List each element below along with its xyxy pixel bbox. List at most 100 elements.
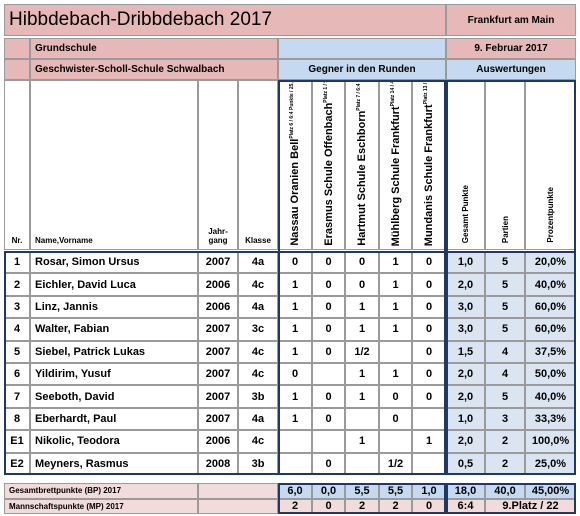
year: 2006 — [198, 295, 238, 319]
result: 0 — [412, 273, 446, 296]
col-opponent: Hartmut Schule EschbornPlatz 7 / 6:4 Pun… — [345, 80, 379, 250]
placement: 9.Platz / 22 — [485, 498, 576, 514]
result: 0 — [345, 273, 379, 296]
name: Walter, Fabian — [30, 318, 198, 341]
bp: 0,0 — [312, 483, 345, 499]
class: 4a — [238, 251, 278, 274]
title: Hibbdebach-Dribbdebach 2017 — [4, 4, 446, 36]
col-class: Klasse — [238, 80, 278, 250]
result: 0 — [312, 385, 345, 408]
class: 4c — [238, 273, 278, 296]
name: Yildirim, Yusuf — [30, 363, 198, 386]
name: Eichler, David Luca — [30, 273, 198, 296]
nr: 2 — [4, 273, 30, 296]
result: 1/2 — [379, 452, 412, 475]
opponent-name: Mühlberg Schule Frankfurt — [389, 106, 402, 246]
result: 1 — [379, 318, 412, 341]
result: 1 — [278, 407, 312, 431]
bp-percent: 45,00% — [525, 483, 576, 499]
games: 4 — [485, 340, 525, 363]
col-label: Gesamt Punkte — [461, 184, 470, 243]
footer-label: Gesamtbrettpunkte (BP) 2017 — [4, 483, 198, 499]
result — [312, 430, 345, 453]
opponent-header: Erasmus Schule OffenbachPlatz 1 / 9:1 Pu… — [323, 81, 335, 246]
result — [278, 452, 312, 475]
blank — [198, 483, 278, 499]
class: 4a — [238, 295, 278, 319]
result: 1 — [278, 273, 312, 296]
bp: 1,0 — [412, 483, 446, 499]
percent: 33,3% — [525, 407, 576, 431]
percent: 100,0% — [525, 430, 576, 453]
year: 2007 — [198, 318, 238, 341]
date: 9. Februar 2017 — [446, 38, 576, 59]
result: 1 — [278, 385, 312, 408]
school: Geschwister-Scholl-Schule Schwalbach — [30, 59, 278, 80]
year: 2007 — [198, 363, 238, 386]
mp: 2 — [379, 498, 412, 514]
footer-label: Mannschaftspunkte (MP) 2017 — [4, 498, 198, 514]
result: 0 — [312, 273, 345, 296]
result: 1 — [278, 318, 312, 341]
blank — [4, 59, 30, 80]
result: 1 — [345, 363, 379, 386]
name: Linz, Jannis — [30, 295, 198, 319]
percent: 25,0% — [525, 452, 576, 475]
result: 0 — [278, 363, 312, 386]
nr: 1 — [4, 251, 30, 274]
result — [412, 452, 446, 475]
year: 2006 — [198, 430, 238, 453]
col-label: Partien — [500, 215, 510, 243]
games: 5 — [485, 318, 525, 341]
percent: 20,0% — [525, 251, 576, 274]
class: 3c — [238, 318, 278, 341]
result: 0 — [379, 407, 412, 431]
col-opponent: Nassau Oranien Bell Platz 6 / 6:4 Punkte … — [278, 80, 312, 250]
class: 4c — [238, 430, 278, 453]
opponent-name: Mundanis Schule Frankfurt — [423, 104, 435, 246]
mp-total: 6:4 — [446, 498, 485, 514]
col-percent: Prozentpunkte — [525, 80, 576, 250]
bp: 5,5 — [345, 483, 379, 499]
nr: E1 — [4, 430, 30, 453]
games: 5 — [485, 385, 525, 408]
result: 1/2 — [345, 340, 379, 363]
class: 3b — [238, 452, 278, 475]
nr: 6 — [4, 363, 30, 386]
games: 2 — [485, 430, 525, 453]
total: 3,0 — [446, 318, 485, 341]
percent: 37,5% — [525, 340, 576, 363]
blank — [278, 38, 446, 59]
result: 0 — [312, 295, 345, 319]
result: 1 — [412, 430, 446, 453]
percent: 60,0% — [525, 295, 576, 319]
total: 2,0 — [446, 273, 485, 296]
year: 2007 — [198, 340, 238, 363]
result: 0 — [312, 452, 345, 475]
result: 0 — [412, 340, 446, 363]
result: 1 — [379, 363, 412, 386]
opponents-label: Gegner in den Runden — [278, 59, 446, 80]
bp-games: 40,0 — [485, 483, 525, 499]
result: 0 — [312, 340, 345, 363]
result: 1 — [345, 430, 379, 453]
year: 2007 — [198, 385, 238, 408]
result: 1 — [345, 295, 379, 319]
result — [379, 340, 412, 363]
name: Rosar, Simon Ursus — [30, 251, 198, 274]
opponent-name: Nassau Oranien Bell — [289, 139, 301, 246]
total: 2,0 — [446, 363, 485, 386]
total: 2,0 — [446, 430, 485, 453]
result — [379, 430, 412, 453]
evaluation-label: Auswertungen — [446, 59, 576, 80]
opponent-info: Platz 14 / 4:6 Punkte / 19,0 Brettpunkte — [390, 81, 396, 106]
result — [412, 407, 446, 431]
nr: E2 — [4, 452, 30, 475]
nr: 5 — [4, 340, 30, 363]
col-nr: Nr. — [4, 80, 30, 250]
total: 1,0 — [446, 251, 485, 274]
col-name: Name,Vorname — [30, 80, 198, 250]
result: 0 — [412, 251, 446, 274]
opponent-name: Hartmut Schule Eschborn — [356, 110, 368, 246]
games: 5 — [485, 273, 525, 296]
